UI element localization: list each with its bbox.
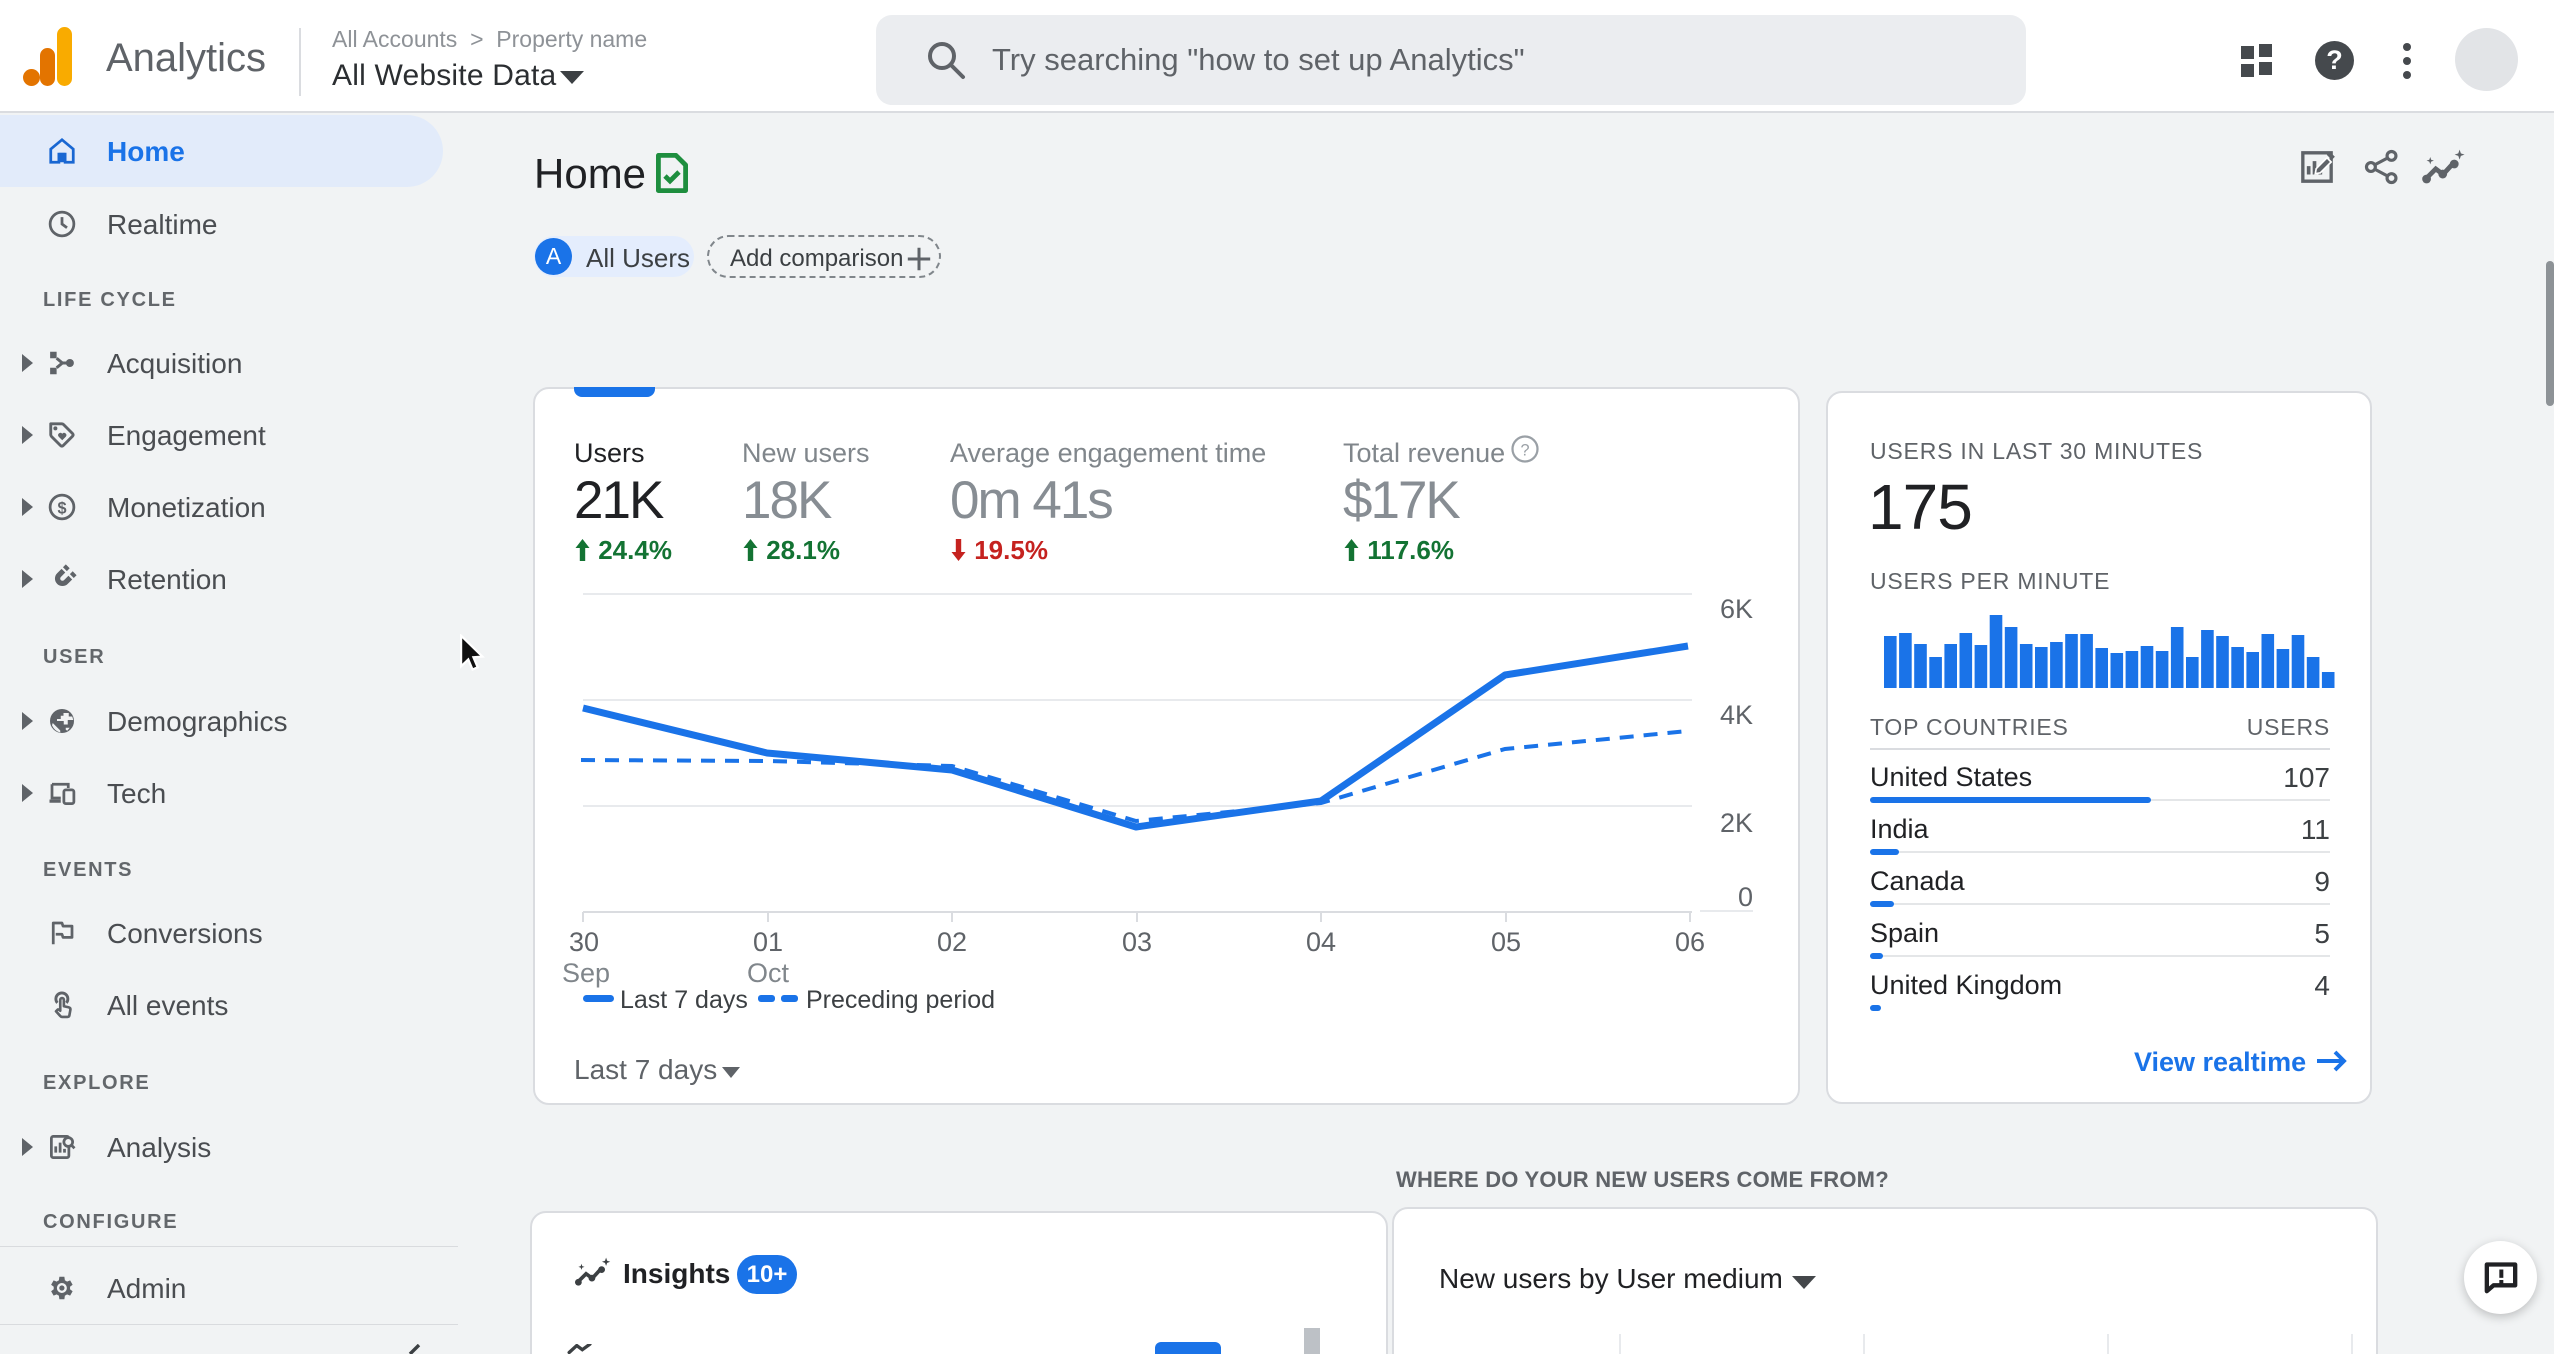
svg-text:?: ? xyxy=(1520,441,1529,459)
svg-text:$: $ xyxy=(57,499,66,517)
